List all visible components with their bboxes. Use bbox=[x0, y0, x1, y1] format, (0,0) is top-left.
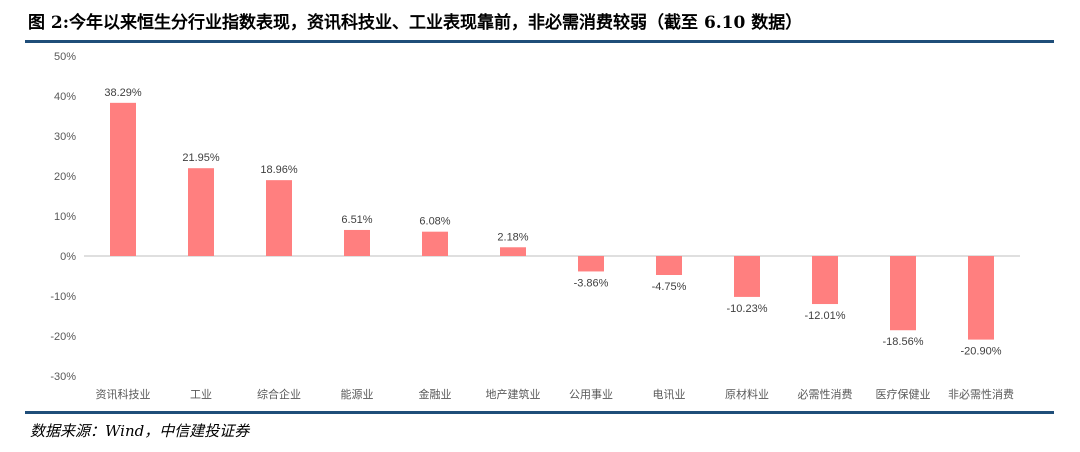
bar bbox=[422, 231, 448, 256]
data-label: -4.75% bbox=[652, 281, 687, 293]
y-tick-label: 50% bbox=[54, 51, 76, 63]
x-category-label: 工业 bbox=[190, 388, 212, 401]
bar bbox=[734, 256, 760, 297]
bar bbox=[890, 256, 916, 331]
bar bbox=[344, 229, 370, 256]
y-tick-label: -10% bbox=[50, 291, 76, 303]
data-label: 38.29% bbox=[104, 87, 142, 99]
y-tick-label: 40% bbox=[54, 91, 76, 103]
x-category-label: 原材料业 bbox=[725, 387, 769, 401]
bar bbox=[812, 256, 838, 305]
bottom-rule bbox=[25, 411, 1054, 414]
x-category-label: 医疗保健业 bbox=[876, 387, 931, 401]
bar bbox=[266, 180, 292, 256]
data-label: 18.96% bbox=[260, 164, 298, 176]
bar bbox=[968, 256, 994, 340]
data-label: -12.01% bbox=[805, 310, 846, 322]
data-label: -18.56% bbox=[883, 336, 924, 348]
y-tick-label: 10% bbox=[54, 211, 76, 223]
data-label: 21.95% bbox=[182, 152, 220, 164]
x-category-label: 非必需性消费 bbox=[948, 387, 1014, 401]
data-label: -3.86% bbox=[574, 277, 609, 289]
x-category-label: 资讯科技业 bbox=[96, 387, 151, 401]
source-note: 数据来源：Wind，中信建投证券 bbox=[30, 422, 250, 440]
bar bbox=[188, 168, 214, 256]
y-tick-label: 20% bbox=[54, 171, 76, 183]
bar bbox=[656, 256, 682, 275]
x-category-label: 必需性消费 bbox=[798, 387, 853, 401]
x-category-label: 公用事业 bbox=[569, 388, 613, 401]
x-category-label: 地产建筑业 bbox=[486, 387, 541, 401]
figure-title: 图 2:今年以来恒生分行业指数表现，资讯科技业、工业表现靠前，非必需消费较弱（截… bbox=[28, 13, 803, 33]
bar bbox=[578, 256, 604, 272]
x-category-label: 综合企业 bbox=[257, 387, 301, 401]
data-label: 6.08% bbox=[419, 216, 450, 228]
data-label: -20.90% bbox=[961, 346, 1002, 358]
top-rule bbox=[25, 40, 1054, 43]
y-tick-label: -20% bbox=[50, 331, 76, 343]
bar bbox=[500, 247, 526, 256]
data-label: 6.51% bbox=[341, 214, 372, 226]
y-tick-label: 30% bbox=[54, 131, 76, 143]
x-category-label: 金融业 bbox=[419, 387, 452, 401]
data-label: 2.18% bbox=[497, 231, 528, 243]
x-category-label: 电讯业 bbox=[653, 388, 686, 401]
data-label: -10.23% bbox=[727, 303, 768, 315]
y-tick-label: 0% bbox=[60, 251, 76, 263]
x-category-label: 能源业 bbox=[341, 387, 374, 401]
y-tick-label: -30% bbox=[50, 371, 76, 383]
bar bbox=[110, 102, 136, 256]
